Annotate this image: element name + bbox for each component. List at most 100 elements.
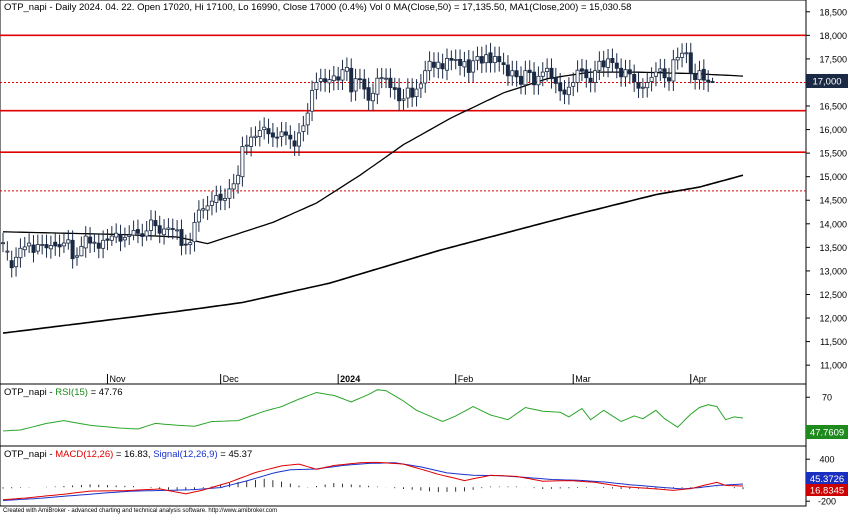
candle-body <box>640 86 645 89</box>
candle <box>688 42 693 84</box>
candle-body <box>105 238 110 241</box>
candle <box>549 58 554 89</box>
rsi-badge-background <box>806 425 848 439</box>
macd-badge-label: 45.3726 <box>810 474 844 485</box>
date-tick-label: 2024 <box>340 374 360 384</box>
candle <box>214 185 219 213</box>
candle-body <box>597 60 602 71</box>
candle-body <box>53 241 58 247</box>
candle <box>349 58 354 102</box>
candle-body <box>558 82 563 92</box>
signal-header-name: Signal(12,26,9) <box>153 449 217 460</box>
candle <box>127 225 132 246</box>
candle <box>388 68 393 98</box>
price-header-text: OTP_napi - Daily 2024. 04. 22. Open 1702… <box>4 2 631 13</box>
signal-badge-background <box>806 484 848 496</box>
signal-value-badge: 16.8345 <box>806 484 848 497</box>
candle <box>662 58 667 88</box>
candle <box>61 233 66 254</box>
candle-body <box>671 59 676 82</box>
candle <box>310 80 315 122</box>
candle <box>253 126 258 147</box>
candle-body <box>275 136 280 139</box>
candle-body <box>144 230 149 237</box>
candle <box>270 122 275 148</box>
candle <box>209 191 214 216</box>
candle <box>57 234 62 257</box>
candle <box>14 247 19 277</box>
candle-body <box>101 239 106 249</box>
candle-body <box>96 242 101 249</box>
candle-body <box>593 70 598 83</box>
price-tick-label: 18,500 <box>819 7 847 17</box>
candle <box>710 77 715 83</box>
price-tick-label: 16,500 <box>819 102 847 112</box>
macd-pane: 400 -200 OTP_napi - MACD(12,26) = 16.83, … <box>0 445 848 507</box>
candle-body <box>131 229 136 236</box>
candle <box>693 63 698 90</box>
candle <box>649 67 654 92</box>
candle <box>336 66 341 90</box>
candle <box>414 79 419 107</box>
candle <box>101 230 106 259</box>
candle <box>706 70 711 92</box>
candle <box>571 72 576 97</box>
candle-body <box>627 69 632 75</box>
macd-tick-label: 400 <box>819 455 834 465</box>
price-tick-label: 18,000 <box>819 31 847 41</box>
candle-body <box>175 229 180 232</box>
candle <box>475 46 480 71</box>
candle <box>114 223 119 244</box>
candle <box>553 67 558 94</box>
candle-body <box>375 77 380 95</box>
candle-body <box>684 52 689 55</box>
candle-body <box>614 62 619 69</box>
candle-body <box>579 68 584 72</box>
candle <box>144 220 149 241</box>
candle <box>627 59 632 84</box>
candle-body <box>370 92 375 102</box>
candle <box>545 58 550 82</box>
candle <box>53 232 58 256</box>
candle <box>218 185 223 211</box>
candle-body <box>536 75 541 86</box>
candle-body <box>153 220 158 227</box>
candle <box>519 66 524 95</box>
candle-body <box>458 59 463 66</box>
price-badge-label: 17,000 <box>812 77 841 88</box>
candle <box>701 59 706 90</box>
price-pane: 18,500 18,000 17,500 17,000 16,500 16,000 15,5… <box>0 0 848 385</box>
candle <box>257 120 262 147</box>
candle-body <box>310 90 315 112</box>
candle <box>671 49 676 91</box>
candle <box>135 219 140 244</box>
candle-body <box>453 59 458 61</box>
candle <box>614 53 619 79</box>
candle <box>436 52 441 79</box>
candle-body <box>510 70 515 77</box>
candle-body <box>366 87 371 101</box>
candle-body <box>305 112 310 126</box>
candle-body <box>22 246 27 251</box>
candle <box>366 77 371 111</box>
candle <box>466 49 471 83</box>
candle-body <box>79 245 84 257</box>
candle-body <box>492 56 497 63</box>
candle-body <box>240 146 245 178</box>
price-tick-label: 15,000 <box>819 172 847 182</box>
signal-badge-label: 16.8345 <box>810 486 844 497</box>
candle-body <box>436 61 441 69</box>
candle-body <box>471 60 476 73</box>
candle <box>340 59 345 90</box>
candle-body <box>57 244 62 248</box>
candle <box>9 250 14 278</box>
candle-body <box>244 144 249 147</box>
candle-body <box>292 140 297 147</box>
candle-body <box>88 236 93 244</box>
candle-body <box>440 63 445 70</box>
candle-body <box>0 242 6 245</box>
candle-body <box>323 78 328 83</box>
macd-header: OTP_napi - MACD(12,26) = 16.83, Signal(1… <box>4 449 252 460</box>
candle <box>196 200 201 232</box>
candle-body <box>571 82 576 87</box>
